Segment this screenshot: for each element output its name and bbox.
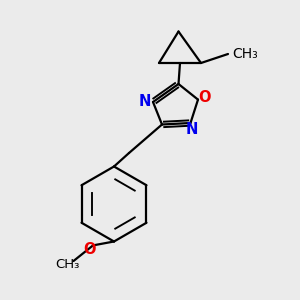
Text: CH₃: CH₃ [55, 257, 80, 271]
Text: O: O [84, 242, 96, 257]
Text: N: N [186, 122, 198, 137]
Text: CH₃: CH₃ [232, 47, 258, 61]
Text: N: N [138, 94, 151, 110]
Text: O: O [198, 90, 211, 105]
